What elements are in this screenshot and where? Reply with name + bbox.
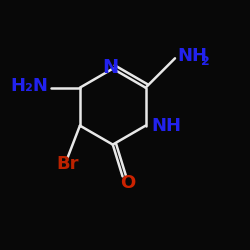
Text: 2: 2 xyxy=(201,56,209,68)
Text: N: N xyxy=(102,58,118,77)
Text: H₂N: H₂N xyxy=(10,78,48,96)
Text: O: O xyxy=(120,174,135,192)
Text: Br: Br xyxy=(56,154,79,172)
Text: NH: NH xyxy=(178,47,208,65)
Text: NH: NH xyxy=(152,116,182,134)
